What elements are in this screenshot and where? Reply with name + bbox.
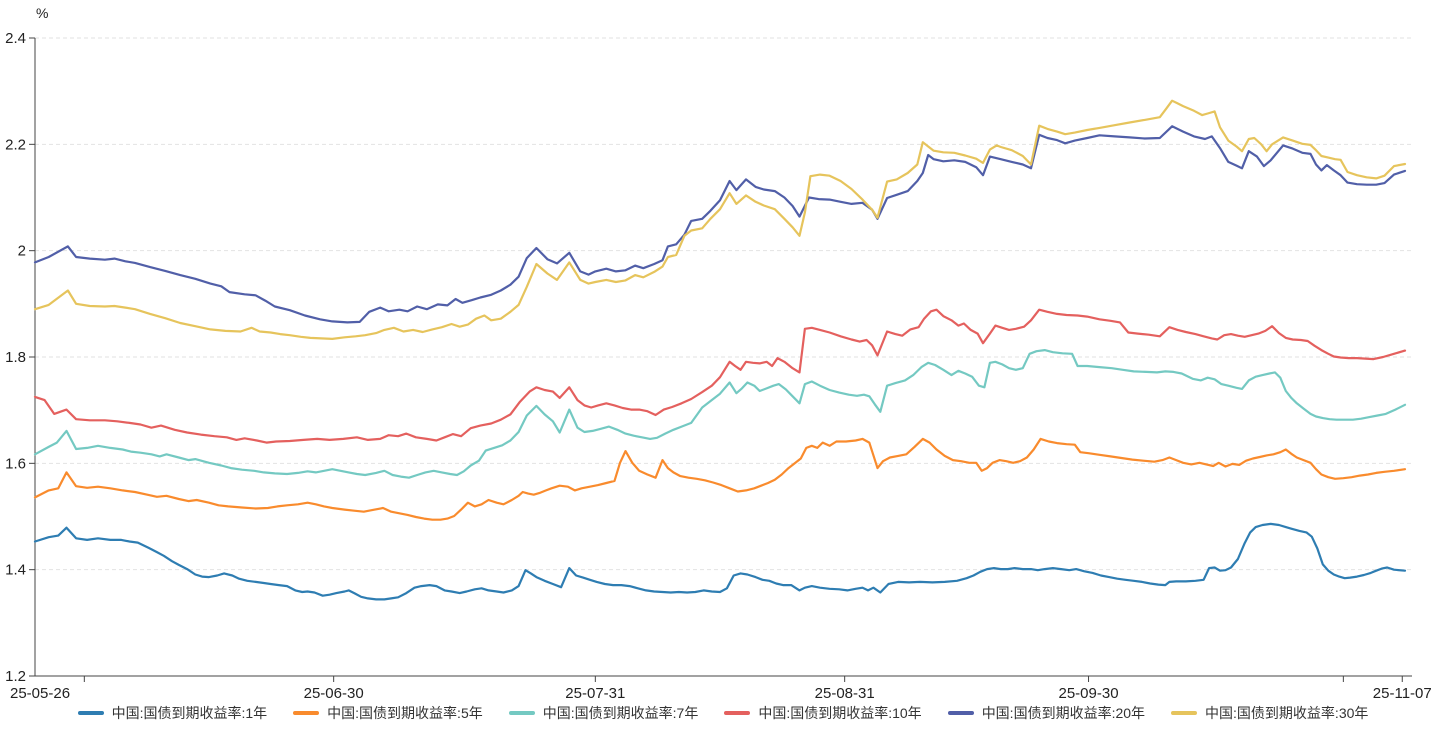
legend-label: 中国:国债到期收益率:10年 (758, 705, 922, 721)
x-axis-label: 25-09-30 (1059, 685, 1119, 702)
x-axis-label: 25-08-31 (815, 685, 875, 702)
legend-label: 中国:国债到期收益率:20年 (981, 705, 1146, 721)
yield-line-chart[interactable]: 2.4 2.2 2 1.8 1.6 1.4 1.2% 25-05-26 25-06-30 25-0… (0, 0, 1446, 703)
y-axis-label: 1.4 (5, 562, 26, 579)
series-line-20年 (33, 125, 1407, 324)
y-axis-label: 1.6 (5, 455, 26, 472)
legend-swatch-icon (1171, 711, 1198, 715)
y-axis-unit-label: % (36, 5, 48, 21)
legend-item-10年[interactable]: 中国:国债到期收益率:10年 (724, 703, 922, 723)
legend-swatch-icon (77, 711, 104, 715)
chart-legend: 中国:国债到期收益率:1年 中国:国债到期收益率:5年 中国:国债到期收益率:7年 中… (0, 703, 1446, 723)
legend-swatch-icon (293, 711, 320, 715)
series-line-10年 (33, 308, 1407, 444)
legend-swatch-icon (508, 711, 535, 715)
series-line-1年 (33, 522, 1407, 601)
legend-swatch-icon (724, 711, 751, 715)
y-axis-label: 1.2 (5, 668, 26, 685)
x-axis-label: 25-07-31 (565, 685, 625, 702)
x-axis-label: 25-05-26 (10, 685, 70, 702)
legend-item-20年[interactable]: 中国:国债到期收益率:20年 (947, 703, 1146, 723)
legend-label: 中国:国债到期收益率:5年 (327, 705, 483, 721)
legend-item-7年[interactable]: 中国:国债到期收益率:7年 (508, 703, 699, 723)
x-axis-label: 25-11-07 (1373, 685, 1432, 702)
series-line-7年 (33, 349, 1407, 479)
legend-item-5年[interactable]: 中国:国债到期收益率:5年 (293, 703, 483, 723)
x-axis-label: 25-06-30 (304, 685, 364, 702)
y-axis-label: 2 (18, 243, 26, 260)
legend-label: 中国:国债到期收益率:30年 (1205, 705, 1369, 721)
legend-label: 中国:国债到期收益率:1年 (111, 705, 268, 721)
y-axis-label: 1.8 (5, 349, 26, 366)
legend-label: 中国:国债到期收益率:7年 (542, 705, 699, 721)
series-line-30年 (33, 99, 1407, 340)
legend-item-30年[interactable]: 中国:国债到期收益率:30年 (1171, 703, 1368, 723)
legend-swatch-icon (947, 711, 974, 715)
y-axis-label: 2.2 (5, 136, 26, 153)
series-line-5年 (33, 437, 1407, 521)
legend-item-1年[interactable]: 中国:国债到期收益率:1年 (77, 703, 268, 723)
y-axis-label: 2.4 (5, 30, 26, 47)
